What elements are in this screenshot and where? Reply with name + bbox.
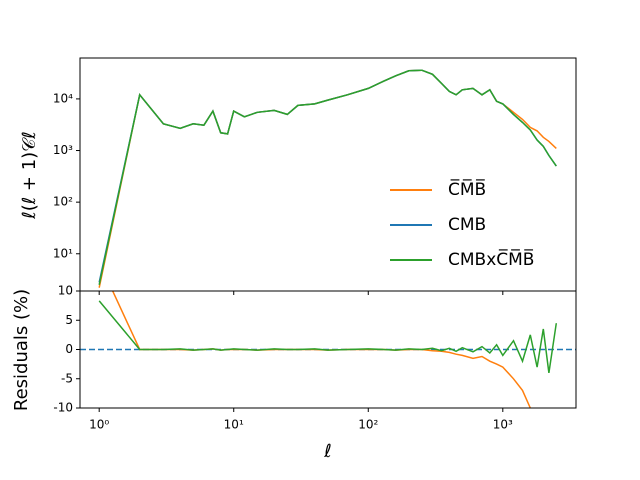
y-tick-label: -5	[61, 371, 73, 385]
y-tick-label: 10	[58, 284, 73, 298]
x-tick-label: 10¹	[224, 418, 244, 432]
y-tick-label: 10²	[53, 195, 73, 209]
plot-area	[80, 291, 576, 408]
y-tick-label: 0	[65, 342, 73, 356]
x-tick-label: 10²	[358, 418, 378, 432]
x-tick-label: 10⁰	[89, 418, 109, 432]
y-axis-label: ℓ(ℓ + 1)𝒞ℓ	[19, 131, 40, 219]
y-tick-label: 10³	[53, 143, 73, 157]
x-tick-label: 10³	[493, 418, 513, 432]
y-tick-label: 5	[65, 313, 73, 327]
y-tick-label: -10	[53, 401, 73, 415]
series-line	[111, 291, 532, 408]
series-line	[98, 69, 557, 285]
series-line	[98, 300, 558, 374]
y-tick-label: 10⁴	[53, 91, 73, 105]
plot-area	[98, 69, 557, 288]
y-axis-label: Residuals (%)	[11, 289, 32, 411]
legend-label: CMBxC̅M̅B̅	[448, 248, 534, 270]
legend-label: CMB	[448, 215, 486, 235]
legend-label: C̅M̅B̅	[448, 178, 486, 200]
y-tick-label: 10¹	[53, 246, 73, 260]
x-axis-label: ℓ	[323, 441, 331, 462]
